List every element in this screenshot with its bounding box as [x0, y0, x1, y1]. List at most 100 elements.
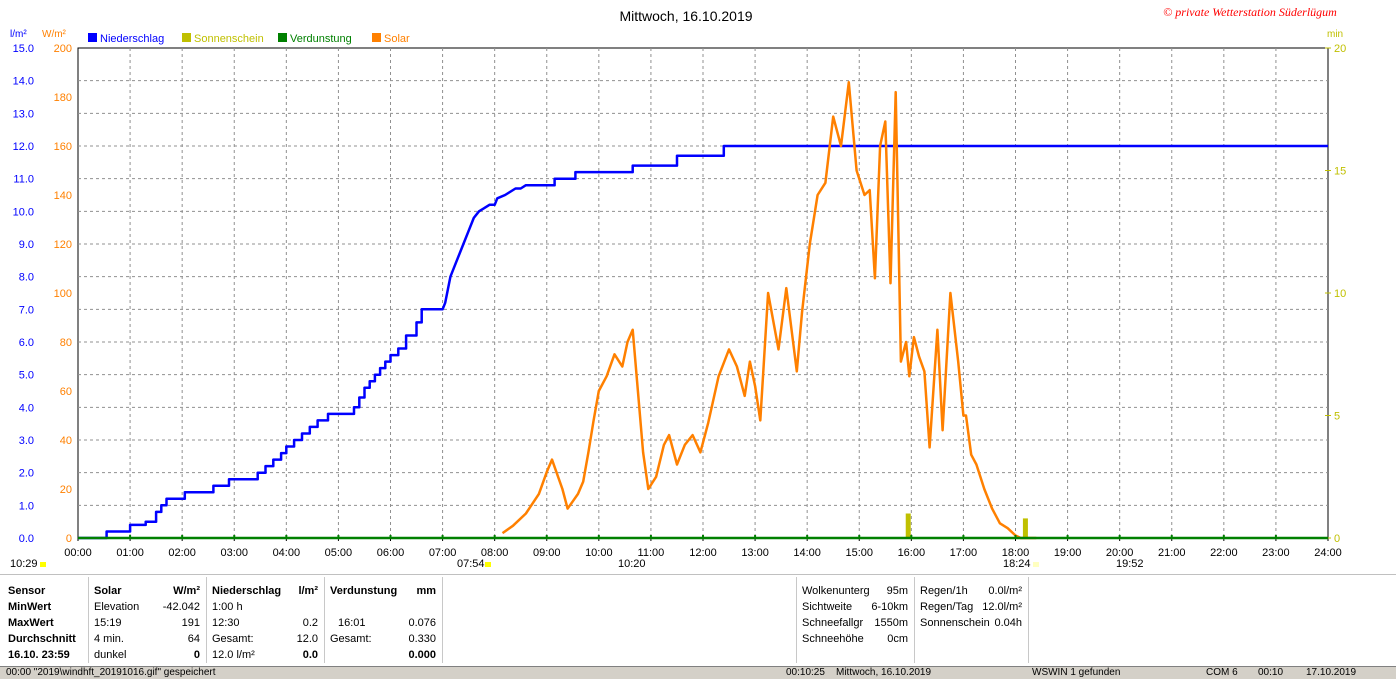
- series-verdunstung-marker: [806, 535, 809, 538]
- series-verdunstung-marker: [702, 535, 704, 538]
- y-left2-tick-label: 180: [54, 92, 72, 104]
- y-left1-tick-label: 1.0: [19, 500, 34, 512]
- solar-row-max: 15:19 191: [94, 615, 200, 631]
- sunrise-icon: [485, 562, 491, 567]
- wolken-row: Wolkenunterg 95m: [802, 583, 908, 599]
- wolken-label: Wolkenunterg: [802, 585, 870, 597]
- regen-tag-row: Regen/Tag 12.0l/m²: [920, 599, 1022, 615]
- x-tick-label: 16:00: [898, 547, 926, 559]
- x-tick-label: 01:00: [116, 547, 144, 559]
- y-left2-tick-label: 0: [66, 533, 72, 545]
- solar-header: Solar: [94, 585, 122, 597]
- y-right-tick-label: 0: [1334, 533, 1340, 545]
- y-left1-tick-label: 6.0: [19, 337, 34, 349]
- y-axes: 0.0 1.0 2.0 3.0 4.0 5.0 6.0 7.0 8.0 9.0 10.0 11.0 12…: [13, 43, 1347, 545]
- series-verdunstung-marker: [233, 535, 236, 538]
- series-verdunstung-marker: [285, 535, 288, 538]
- verd-max-value: 0.076: [408, 617, 436, 629]
- y-left1-tick-label: 13.0: [13, 108, 34, 120]
- series-verdunstung-marker: [129, 535, 132, 538]
- regen-1h-label: Regen/1h: [920, 585, 968, 597]
- unit-left2: W/m²: [42, 29, 67, 40]
- sunrise-label: 07:54: [457, 558, 485, 570]
- sichtweite-label: Sichtweite: [802, 601, 853, 613]
- x-tick-label: 12:00: [689, 547, 717, 559]
- x-tick-label: 20:00: [1106, 547, 1134, 559]
- solar-avg-value: 64: [187, 633, 200, 645]
- nieder-current-value: 0.0: [302, 649, 318, 661]
- regen-1h-row: Regen/1h 0.0l/m²: [920, 583, 1022, 599]
- y-left1-tick-label: 3.0: [19, 435, 34, 447]
- x-tick-label: 09:00: [533, 547, 561, 559]
- verd-avg-label: Gesamt:: [330, 633, 372, 645]
- regen-tag-value: 12.0l/m²: [982, 601, 1022, 613]
- nieder-row-current: 12.0 l/m² 0.0: [212, 647, 318, 663]
- y-left2-tick-label: 200: [54, 43, 72, 55]
- legend-label-verdunstung: Verdunstung: [290, 33, 352, 45]
- unit-left1: l/m²: [10, 29, 27, 40]
- series-verdunstung-marker: [493, 535, 496, 538]
- x-tick-label: 19:00: [1054, 547, 1082, 559]
- stats-table: Sensor MinWert MaxWert Durchschnitt 16.1…: [0, 574, 1396, 667]
- x-tick-label: 24:00: [1314, 547, 1342, 559]
- solar-min-label: Elevation: [94, 601, 140, 613]
- x-tick-label: 18:00: [1002, 547, 1030, 559]
- nieder-unit: l/m²: [298, 585, 318, 597]
- nieder-row-min: 1:00 h: [212, 599, 318, 615]
- x-tick-label: 22:00: [1210, 547, 1238, 559]
- y-left1-tick-label: 15.0: [13, 43, 34, 55]
- status-wswin: WSWIN 1 gefunden: [1032, 667, 1121, 678]
- verd-row-min: [330, 599, 436, 615]
- divider: [1028, 577, 1029, 663]
- x-tick-label: 03:00: [220, 547, 248, 559]
- series-verdunstung-marker: [337, 535, 340, 538]
- durchschnitt-label: Durchschnitt: [8, 633, 76, 645]
- y-left1-tick-label: 0.0: [19, 533, 34, 545]
- verd-row-avg: Gesamt: 0.330: [330, 631, 436, 647]
- moon-icon-left: [40, 562, 46, 567]
- solar-current-label: dunkel: [94, 649, 127, 661]
- nieder-max-label: 12:30: [212, 617, 240, 629]
- sunset-icon: [1033, 562, 1039, 567]
- y-left1-tick-label: 2.0: [19, 468, 34, 480]
- sun-markers: 07:54 18:24 10:29 10:20 19:52: [10, 558, 1144, 570]
- wolken-column: Wolkenunterg 95m Sichtweite 6-10km Schneef…: [802, 583, 908, 647]
- regen-tag-label: Regen/Tag: [920, 601, 974, 613]
- sichtweite-value: 6-10km: [871, 601, 908, 613]
- solar-max-value: 191: [181, 617, 200, 629]
- sonnenschein-value: 0.04h: [994, 617, 1022, 629]
- schneehoehe-label: Schneehöhe: [802, 633, 864, 645]
- solar-header-row: Solar W/m²: [94, 583, 200, 599]
- time-label-left: 10:29: [10, 558, 38, 570]
- status-com-port: COM 6: [1206, 667, 1238, 678]
- series-verdunstung-marker: [858, 535, 861, 538]
- minwert-label: MinWert: [8, 601, 52, 613]
- x-tick-label: 13:00: [741, 547, 769, 559]
- legend-swatch-verdunstung: [278, 33, 287, 42]
- verd-header-row: Verdunstung mm: [330, 583, 436, 599]
- sensor-column: Sensor MinWert MaxWert Durchschnitt 16.1…: [8, 583, 88, 663]
- solar-row-current: dunkel 0: [94, 647, 200, 663]
- x-tick-label: 06:00: [377, 547, 405, 559]
- solar-max-label: 15:19: [94, 617, 122, 629]
- series-niederschlag-line: [78, 144, 1328, 540]
- series-verdunstung-marker: [1274, 535, 1277, 538]
- nieder-avg-label: Gesamt:: [212, 633, 254, 645]
- legend-label-sonnenschein: Sonnenschein: [194, 33, 264, 45]
- divider: [442, 577, 443, 663]
- nieder-header-row: Niederschlag l/m²: [212, 583, 318, 599]
- status-time: 00:10:25: [786, 667, 825, 678]
- y-right-tick-label: 15: [1334, 166, 1346, 178]
- regen-column: Regen/1h 0.0l/m² Regen/Tag 12.0l/m² Sonnen…: [920, 583, 1022, 631]
- divider: [914, 577, 915, 663]
- verd-header: Verdunstung: [330, 585, 398, 597]
- y-right-tick-label: 10: [1334, 288, 1346, 300]
- divider: [324, 577, 325, 663]
- solar-row-min: Elevation -42.042: [94, 599, 200, 615]
- x-tick-label: 14:00: [793, 547, 821, 559]
- y-left2-tick-label: 20: [60, 484, 72, 496]
- schneehoehe-row: Schneehöhe 0cm: [802, 631, 908, 647]
- maxwert-label: MaxWert: [8, 617, 54, 629]
- nieder-avg-value: 12.0: [296, 633, 318, 645]
- y-left1-tick-label: 12.0: [13, 141, 34, 153]
